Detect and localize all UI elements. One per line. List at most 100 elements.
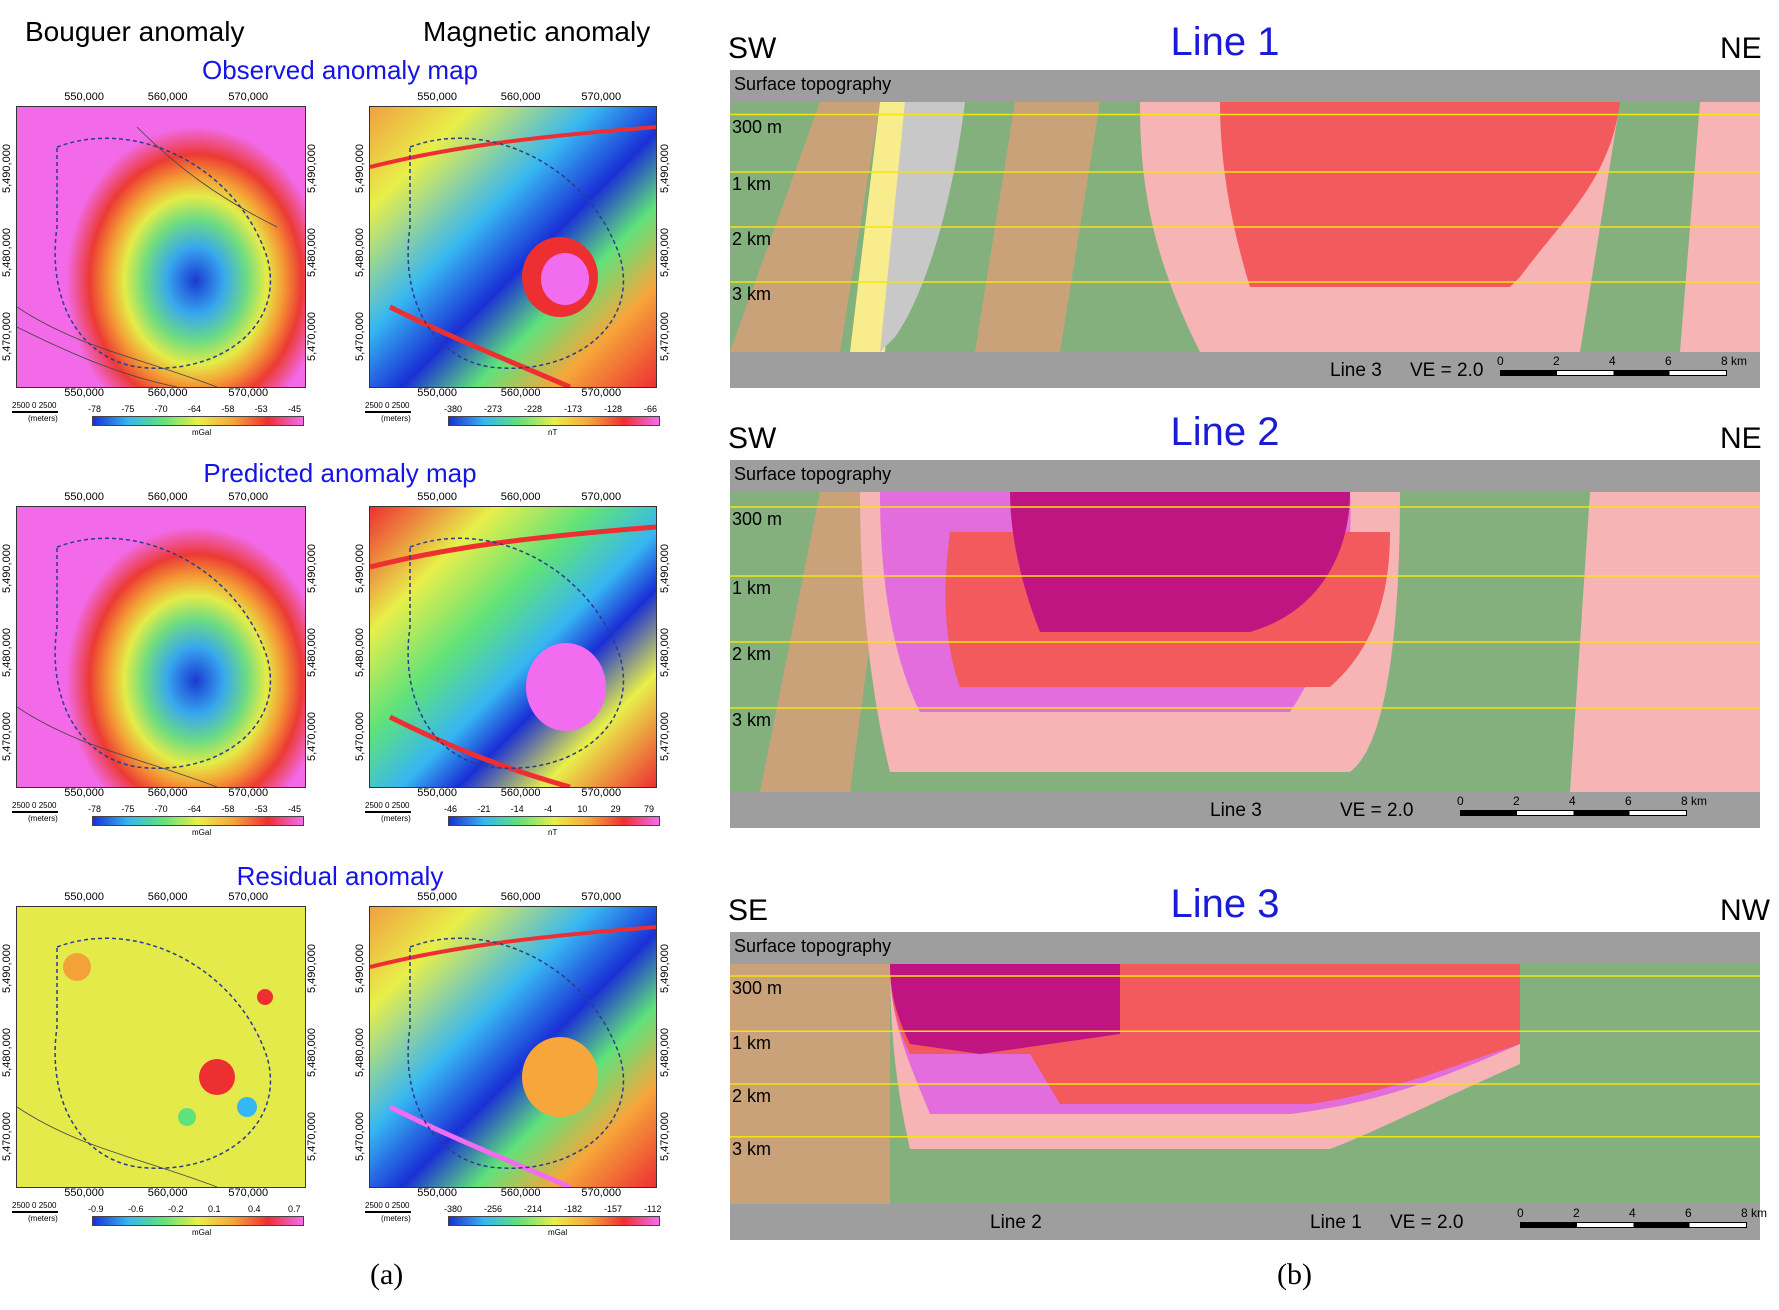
section-line-label: Line 2 xyxy=(990,1212,1042,1233)
predicted-map-title: Predicted anomaly map xyxy=(203,458,477,488)
section-title: Line 2 xyxy=(1170,410,1280,454)
colorbar-tick-label: -157 xyxy=(604,1204,623,1214)
direction-right: NW xyxy=(1720,894,1770,927)
direction-left: SW xyxy=(728,32,777,65)
depth-label: 3 km xyxy=(732,710,772,730)
map-y-tick: 5,470,000 xyxy=(659,711,671,761)
colorbar-tick-label: -228 xyxy=(524,404,543,414)
colorbar-tick-label: -75 xyxy=(121,804,135,814)
depth-label: 300 m xyxy=(732,509,783,529)
depth-label: 3 km xyxy=(732,284,772,304)
map-x-tick: 570,000 xyxy=(228,891,269,903)
map-y-tick: 5,480,000 xyxy=(306,1027,318,1077)
km-tick-label: 0 xyxy=(1517,1206,1524,1220)
colorbar-tick-label: -256 xyxy=(484,1204,503,1214)
residual-magnetic-map xyxy=(369,906,657,1188)
km-tick-label: 6 xyxy=(1685,1206,1692,1220)
map-x-tick: 570,000 xyxy=(228,387,269,399)
map-x-tick: 560,000 xyxy=(500,1187,541,1199)
map-y-tick: 5,490,000 xyxy=(306,943,318,993)
vertical-exaggeration: VE = 2.0 xyxy=(1390,1212,1464,1233)
colorbar-tick-label: -46 xyxy=(444,804,458,814)
map-scale-text: 2500 0 2500 xyxy=(365,801,410,810)
map-x-tick: 560,000 xyxy=(500,787,541,799)
map-x-tick: 570,000 xyxy=(228,491,269,503)
map-y-tick: 5,490,000 xyxy=(1,943,13,993)
direction-right: NE xyxy=(1720,422,1762,455)
surface-topography-label: Surface topography xyxy=(734,464,892,484)
surface-topography-bar xyxy=(730,70,1760,102)
colorbar-tick-label: -0.2 xyxy=(168,1204,184,1214)
map-y-tick: 5,470,000 xyxy=(1,1111,13,1161)
km-scale-bar xyxy=(1500,370,1727,376)
map-y-tick: 5,470,000 xyxy=(1,711,13,761)
km-tick-label: 2 xyxy=(1573,1206,1580,1220)
map-scale-unit: (meters) xyxy=(28,814,58,823)
map-y-tick: 5,470,000 xyxy=(354,311,366,361)
map-y-tick: 5,490,000 xyxy=(1,543,13,593)
colorbar-tick-label: -0.9 xyxy=(88,1204,104,1214)
colorbar-unit: mGal xyxy=(548,1228,568,1237)
map-x-tick: 550,000 xyxy=(417,491,457,503)
bouguer-predicted-colorbar xyxy=(92,816,304,826)
direction-right: NE xyxy=(1720,32,1762,65)
section-geology xyxy=(730,102,1760,352)
observed-bouguer-map xyxy=(16,106,306,388)
depth-label: 2 km xyxy=(732,1086,772,1106)
section-title: Line 1 xyxy=(1170,20,1280,64)
colorbar-unit: nT xyxy=(548,828,558,837)
residual-bouguer-map xyxy=(16,906,306,1188)
predicted-magnetic-map xyxy=(369,506,657,788)
map-y-tick: 5,490,000 xyxy=(659,943,671,993)
map-y-tick: 5,490,000 xyxy=(354,543,366,593)
km-tick-label: 4 xyxy=(1569,794,1576,808)
map-y-tick: 5,480,000 xyxy=(354,627,366,677)
map-y-tick: 5,480,000 xyxy=(659,1027,671,1077)
surface-topography-bar xyxy=(730,460,1760,492)
map-x-tick: 560,000 xyxy=(147,491,188,503)
km-tick-label: 0 xyxy=(1457,794,1464,808)
km-tick-label: 4 xyxy=(1629,1206,1636,1220)
km-tick-label: 6 xyxy=(1665,354,1672,368)
map-x-tick: 570,000 xyxy=(581,787,622,799)
map-scale-unit: (meters) xyxy=(28,1214,58,1223)
panel-b-label: (b) xyxy=(1277,1258,1312,1291)
magnetic-column-header: Magnetic anomaly xyxy=(423,16,651,47)
map-x-tick: 570,000 xyxy=(581,387,622,399)
map-y-tick: 5,490,000 xyxy=(659,543,671,593)
colorbar-tick-label: -214 xyxy=(524,1204,543,1214)
km-scale-bar xyxy=(1460,810,1687,816)
colorbar-unit: mGal xyxy=(192,1228,212,1237)
colorbar-tick-label: -14 xyxy=(510,804,524,814)
map-y-tick: 5,470,000 xyxy=(306,1111,318,1161)
colorbar-tick-label: 29 xyxy=(610,804,621,814)
map-x-tick: 550,000 xyxy=(417,787,457,799)
depth-label: 1 km xyxy=(732,1033,772,1054)
colorbar-tick-label: -4 xyxy=(544,804,553,814)
map-scale-bar xyxy=(12,811,58,813)
colorbar-tick-label: -21 xyxy=(477,804,491,814)
colorbar-tick-label: -78 xyxy=(88,404,102,414)
km-scale-bar xyxy=(1520,1222,1747,1228)
depth-label: 2 km xyxy=(732,644,772,664)
predicted-bouguer-map xyxy=(16,506,306,788)
map-scale-unit: (meters) xyxy=(381,1214,411,1223)
map-y-tick: 5,470,000 xyxy=(1,311,13,361)
colorbar-tick-label: 0.4 xyxy=(248,1204,261,1214)
map-y-tick: 5,490,000 xyxy=(1,143,13,193)
map-scale-bar xyxy=(12,411,58,413)
map-y-tick: 5,470,000 xyxy=(659,311,671,361)
km-tick-label: 8 km xyxy=(1741,1206,1768,1220)
map-x-tick: 560,000 xyxy=(500,387,541,399)
km-tick-label: 2 xyxy=(1553,354,1560,368)
map-x-tick: 550,000 xyxy=(417,387,457,399)
km-tick-label: 4 xyxy=(1609,354,1616,368)
colorbar-tick-label: 79 xyxy=(644,804,655,814)
colorbar-tick-label: 10 xyxy=(577,804,588,814)
map-scale-bar xyxy=(12,1211,58,1213)
observed-magnetic-map xyxy=(369,106,657,388)
map-x-tick: 560,000 xyxy=(147,787,188,799)
depth-label: 1 km xyxy=(732,578,772,598)
map-y-tick: 5,470,000 xyxy=(306,711,318,761)
colorbar-tick-label: -0.6 xyxy=(128,1204,144,1214)
